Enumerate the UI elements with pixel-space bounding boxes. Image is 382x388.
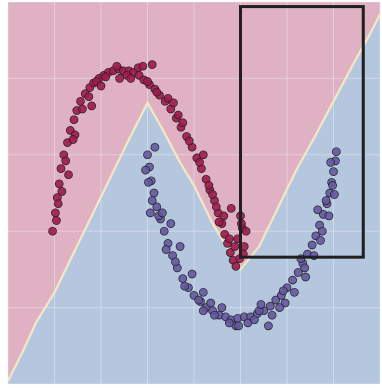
point-class-1 (307, 240, 317, 250)
point-class-1 (161, 245, 171, 254)
point-class-1 (280, 298, 290, 308)
point-class-1 (329, 167, 338, 176)
point-class-0 (219, 211, 229, 221)
point-class-1 (256, 300, 266, 309)
point-class-0 (61, 156, 71, 166)
point-class-0 (198, 150, 208, 160)
point-class-0 (241, 226, 251, 236)
point-class-1 (293, 268, 303, 277)
point-class-1 (145, 208, 155, 218)
point-class-0 (211, 202, 221, 212)
point-class-1 (194, 295, 203, 305)
point-class-0 (87, 101, 97, 111)
point-class-1 (267, 310, 277, 320)
point-class-0 (178, 118, 188, 128)
point-class-1 (152, 202, 162, 212)
point-class-1 (175, 242, 185, 251)
point-class-1 (180, 281, 190, 291)
highlight-region (239, 5, 365, 259)
point-class-1 (264, 321, 273, 331)
point-class-1 (313, 205, 323, 215)
point-class-1 (224, 318, 234, 328)
point-class-0 (143, 77, 152, 86)
point-class-0 (231, 261, 241, 271)
point-class-0 (147, 60, 157, 69)
point-class-1 (144, 177, 153, 187)
point-class-0 (169, 98, 178, 108)
point-class-0 (51, 208, 60, 218)
point-class-0 (84, 92, 94, 102)
boundary-line (7, 13, 381, 382)
point-class-0 (48, 226, 57, 236)
point-class-0 (226, 203, 236, 213)
point-class-0 (230, 242, 240, 251)
point-class-1 (288, 275, 297, 285)
point-class-0 (69, 115, 79, 125)
point-class-1 (141, 165, 150, 175)
decision-boundary (7, 13, 381, 382)
point-class-0 (152, 87, 162, 97)
point-class-0 (53, 199, 63, 209)
point-class-1 (206, 298, 216, 308)
point-class-0 (204, 181, 214, 190)
point-class-1 (217, 303, 227, 312)
point-class-1 (187, 269, 197, 279)
point-class-1 (330, 190, 339, 199)
point-class-0 (115, 74, 124, 83)
point-class-1 (275, 303, 284, 312)
point-class-1 (316, 236, 325, 245)
point-class-0 (57, 187, 67, 196)
point-class-1 (159, 226, 169, 236)
point-class-0 (225, 248, 235, 257)
point-class-1 (250, 315, 259, 325)
point-class-1 (143, 150, 152, 160)
point-class-1 (301, 272, 310, 282)
point-class-0 (195, 158, 204, 167)
point-class-0 (173, 110, 183, 120)
point-class-1 (300, 263, 310, 273)
point-class-1 (210, 310, 219, 320)
point-class-0 (56, 164, 66, 173)
point-class-0 (78, 104, 87, 114)
point-class-1 (149, 188, 159, 198)
point-class-1 (328, 181, 337, 190)
point-class-0 (184, 136, 194, 146)
point-class-1 (178, 274, 188, 283)
point-class-1 (278, 286, 288, 296)
point-class-0 (54, 179, 64, 189)
point-class-1 (271, 295, 281, 305)
point-class-1 (166, 219, 176, 228)
point-class-1 (150, 142, 160, 152)
highlight-box (239, 5, 365, 259)
point-class-0 (214, 217, 224, 227)
point-class-1 (147, 196, 157, 205)
point-class-1 (317, 226, 327, 236)
point-class-1 (326, 158, 336, 167)
point-class-1 (158, 208, 167, 218)
point-class-1 (198, 287, 208, 297)
point-class-0 (96, 81, 106, 91)
point-class-1 (234, 321, 243, 331)
point-class-1 (324, 211, 334, 221)
point-class-0 (101, 72, 111, 82)
point-class-0 (208, 190, 217, 199)
point-class-1 (198, 306, 208, 316)
point-class-1 (290, 287, 299, 297)
data-points (48, 60, 341, 331)
point-class-0 (224, 234, 234, 244)
point-class-0 (64, 170, 73, 180)
point-class-1 (265, 301, 275, 311)
point-class-0 (76, 96, 85, 106)
point-class-0 (126, 74, 136, 83)
point-class-0 (68, 135, 78, 144)
point-class-1 (331, 147, 341, 157)
point-class-0 (52, 216, 61, 225)
point-class-0 (112, 61, 122, 71)
point-class-0 (138, 61, 148, 71)
point-class-1 (321, 196, 331, 205)
point-class-1 (171, 257, 180, 267)
